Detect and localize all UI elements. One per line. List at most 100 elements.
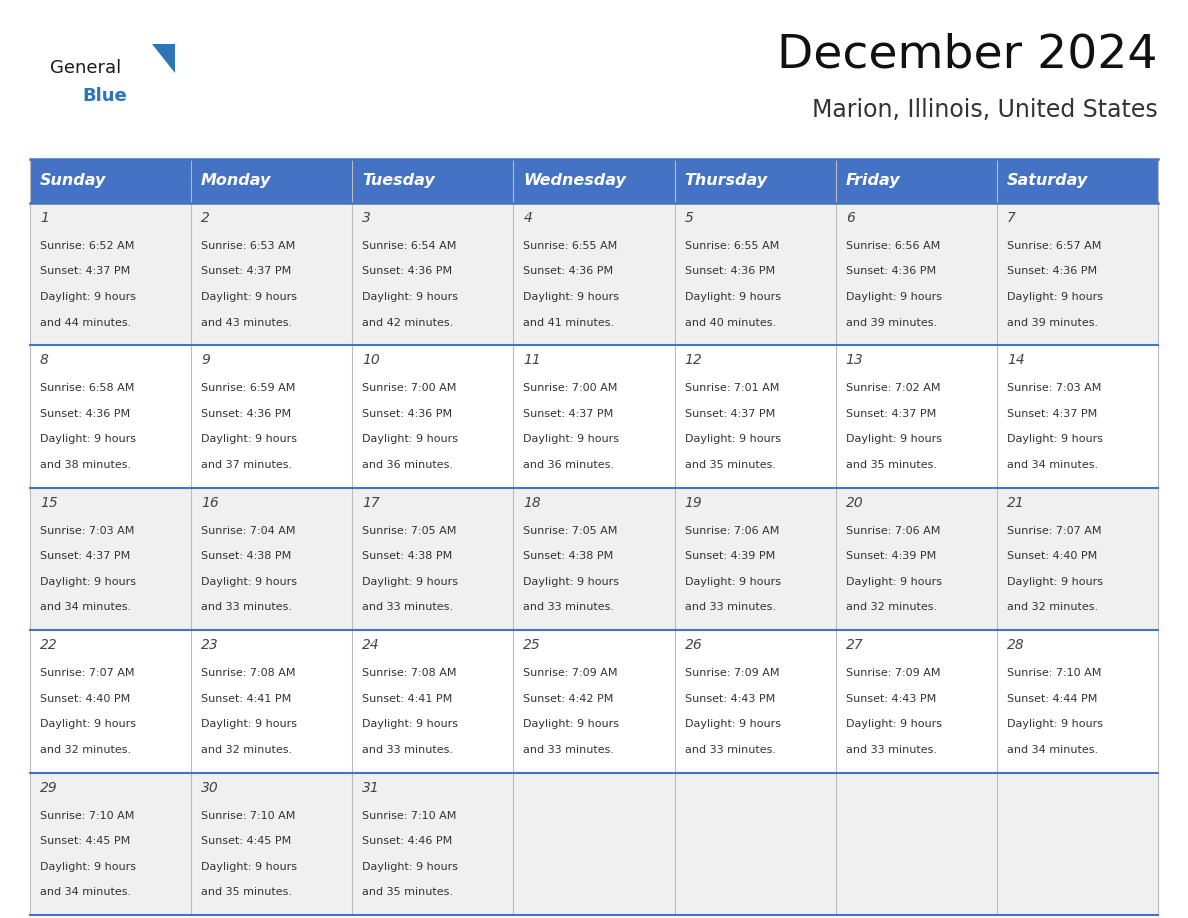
Text: and 33 minutes.: and 33 minutes. (846, 744, 936, 755)
Text: and 33 minutes.: and 33 minutes. (684, 602, 776, 612)
Text: and 34 minutes.: and 34 minutes. (1007, 744, 1098, 755)
Text: Sunrise: 7:06 AM: Sunrise: 7:06 AM (684, 526, 779, 536)
Text: Daylight: 9 hours: Daylight: 9 hours (1007, 577, 1102, 587)
Text: Daylight: 9 hours: Daylight: 9 hours (201, 292, 297, 302)
Text: Sunset: 4:43 PM: Sunset: 4:43 PM (846, 694, 936, 704)
Text: Sunrise: 7:05 AM: Sunrise: 7:05 AM (524, 526, 618, 536)
Text: 3: 3 (362, 211, 371, 225)
Text: Sunset: 4:37 PM: Sunset: 4:37 PM (201, 266, 291, 276)
Text: 17: 17 (362, 496, 380, 509)
Text: Sunrise: 7:04 AM: Sunrise: 7:04 AM (201, 526, 296, 536)
Text: Friday: Friday (846, 174, 901, 188)
Text: Daylight: 9 hours: Daylight: 9 hours (40, 577, 135, 587)
Bar (30, 345, 1158, 487)
Text: Sunset: 4:37 PM: Sunset: 4:37 PM (40, 266, 131, 276)
Bar (997, 159, 1158, 203)
Text: Sunrise: 6:55 AM: Sunrise: 6:55 AM (684, 241, 779, 251)
Text: and 36 minutes.: and 36 minutes. (362, 460, 454, 470)
Text: Sunrise: 7:06 AM: Sunrise: 7:06 AM (846, 526, 940, 536)
Text: 16: 16 (201, 496, 219, 509)
Text: Sunset: 4:39 PM: Sunset: 4:39 PM (846, 552, 936, 561)
Text: and 32 minutes.: and 32 minutes. (201, 744, 292, 755)
Text: and 41 minutes.: and 41 minutes. (524, 318, 614, 328)
Text: 25: 25 (524, 638, 542, 652)
Text: and 39 minutes.: and 39 minutes. (1007, 318, 1098, 328)
Text: Daylight: 9 hours: Daylight: 9 hours (1007, 719, 1102, 729)
Text: Sunrise: 7:00 AM: Sunrise: 7:00 AM (524, 384, 618, 394)
Text: Daylight: 9 hours: Daylight: 9 hours (201, 862, 297, 871)
Text: 5: 5 (684, 211, 694, 225)
Text: and 33 minutes.: and 33 minutes. (524, 744, 614, 755)
Text: Sunset: 4:38 PM: Sunset: 4:38 PM (524, 552, 614, 561)
Text: and 34 minutes.: and 34 minutes. (40, 887, 131, 897)
Text: and 34 minutes.: and 34 minutes. (40, 602, 131, 612)
Text: Sunset: 4:46 PM: Sunset: 4:46 PM (362, 836, 453, 846)
Text: and 40 minutes.: and 40 minutes. (684, 318, 776, 328)
Text: 18: 18 (524, 496, 542, 509)
Text: Sunset: 4:38 PM: Sunset: 4:38 PM (201, 552, 291, 561)
Bar (835, 159, 997, 203)
Text: Sunset: 4:36 PM: Sunset: 4:36 PM (684, 266, 775, 276)
Text: Daylight: 9 hours: Daylight: 9 hours (201, 577, 297, 587)
Text: 1: 1 (40, 211, 49, 225)
Text: 22: 22 (40, 638, 58, 652)
Text: Sunrise: 7:03 AM: Sunrise: 7:03 AM (40, 526, 134, 536)
Text: Daylight: 9 hours: Daylight: 9 hours (684, 434, 781, 444)
Bar (353, 159, 513, 203)
Text: and 33 minutes.: and 33 minutes. (684, 744, 776, 755)
Text: Daylight: 9 hours: Daylight: 9 hours (684, 719, 781, 729)
Text: 19: 19 (684, 496, 702, 509)
Text: Sunrise: 7:01 AM: Sunrise: 7:01 AM (684, 384, 779, 394)
Text: Sunrise: 7:10 AM: Sunrise: 7:10 AM (201, 811, 296, 821)
Text: December 2024: December 2024 (777, 32, 1158, 77)
Text: Sunset: 4:45 PM: Sunset: 4:45 PM (201, 836, 291, 846)
Text: Tuesday: Tuesday (362, 174, 435, 188)
Bar (30, 159, 191, 203)
Text: Sunrise: 7:07 AM: Sunrise: 7:07 AM (40, 668, 134, 678)
Text: and 33 minutes.: and 33 minutes. (362, 744, 454, 755)
Text: Daylight: 9 hours: Daylight: 9 hours (846, 292, 942, 302)
Text: Daylight: 9 hours: Daylight: 9 hours (846, 434, 942, 444)
Text: Sunset: 4:38 PM: Sunset: 4:38 PM (362, 552, 453, 561)
Text: 6: 6 (846, 211, 854, 225)
Text: Sunrise: 7:07 AM: Sunrise: 7:07 AM (1007, 526, 1101, 536)
Text: Daylight: 9 hours: Daylight: 9 hours (524, 434, 619, 444)
Text: Daylight: 9 hours: Daylight: 9 hours (40, 292, 135, 302)
Text: Thursday: Thursday (684, 174, 767, 188)
Text: Sunrise: 7:00 AM: Sunrise: 7:00 AM (362, 384, 456, 394)
Text: Sunrise: 7:05 AM: Sunrise: 7:05 AM (362, 526, 456, 536)
Text: and 35 minutes.: and 35 minutes. (684, 460, 776, 470)
Text: Sunset: 4:37 PM: Sunset: 4:37 PM (40, 552, 131, 561)
Text: and 42 minutes.: and 42 minutes. (362, 318, 454, 328)
Text: Sunset: 4:36 PM: Sunset: 4:36 PM (524, 266, 613, 276)
Text: Sunrise: 7:03 AM: Sunrise: 7:03 AM (1007, 384, 1101, 394)
Text: and 35 minutes.: and 35 minutes. (846, 460, 936, 470)
Text: Daylight: 9 hours: Daylight: 9 hours (684, 292, 781, 302)
Text: 21: 21 (1007, 496, 1024, 509)
Text: Sunrise: 7:10 AM: Sunrise: 7:10 AM (362, 811, 456, 821)
Bar (30, 630, 1158, 773)
Text: Sunset: 4:37 PM: Sunset: 4:37 PM (684, 409, 775, 419)
Text: 26: 26 (684, 638, 702, 652)
Text: Saturday: Saturday (1007, 174, 1088, 188)
Text: Sunset: 4:42 PM: Sunset: 4:42 PM (524, 694, 614, 704)
Text: Sunrise: 6:57 AM: Sunrise: 6:57 AM (1007, 241, 1101, 251)
Text: 24: 24 (362, 638, 380, 652)
Text: Sunrise: 7:09 AM: Sunrise: 7:09 AM (846, 668, 940, 678)
Text: 8: 8 (40, 353, 49, 367)
Text: Daylight: 9 hours: Daylight: 9 hours (201, 434, 297, 444)
Text: and 33 minutes.: and 33 minutes. (201, 602, 292, 612)
Text: Daylight: 9 hours: Daylight: 9 hours (524, 719, 619, 729)
Text: Daylight: 9 hours: Daylight: 9 hours (1007, 434, 1102, 444)
Text: Sunset: 4:44 PM: Sunset: 4:44 PM (1007, 694, 1098, 704)
Text: Daylight: 9 hours: Daylight: 9 hours (40, 434, 135, 444)
Text: Sunset: 4:36 PM: Sunset: 4:36 PM (40, 409, 131, 419)
Text: Sunrise: 6:54 AM: Sunrise: 6:54 AM (362, 241, 456, 251)
Text: Sunrise: 6:55 AM: Sunrise: 6:55 AM (524, 241, 618, 251)
Bar (191, 159, 353, 203)
Text: 15: 15 (40, 496, 58, 509)
Text: and 36 minutes.: and 36 minutes. (524, 460, 614, 470)
Text: Sunset: 4:36 PM: Sunset: 4:36 PM (846, 266, 936, 276)
Text: Daylight: 9 hours: Daylight: 9 hours (201, 719, 297, 729)
Text: Sunset: 4:40 PM: Sunset: 4:40 PM (1007, 552, 1097, 561)
